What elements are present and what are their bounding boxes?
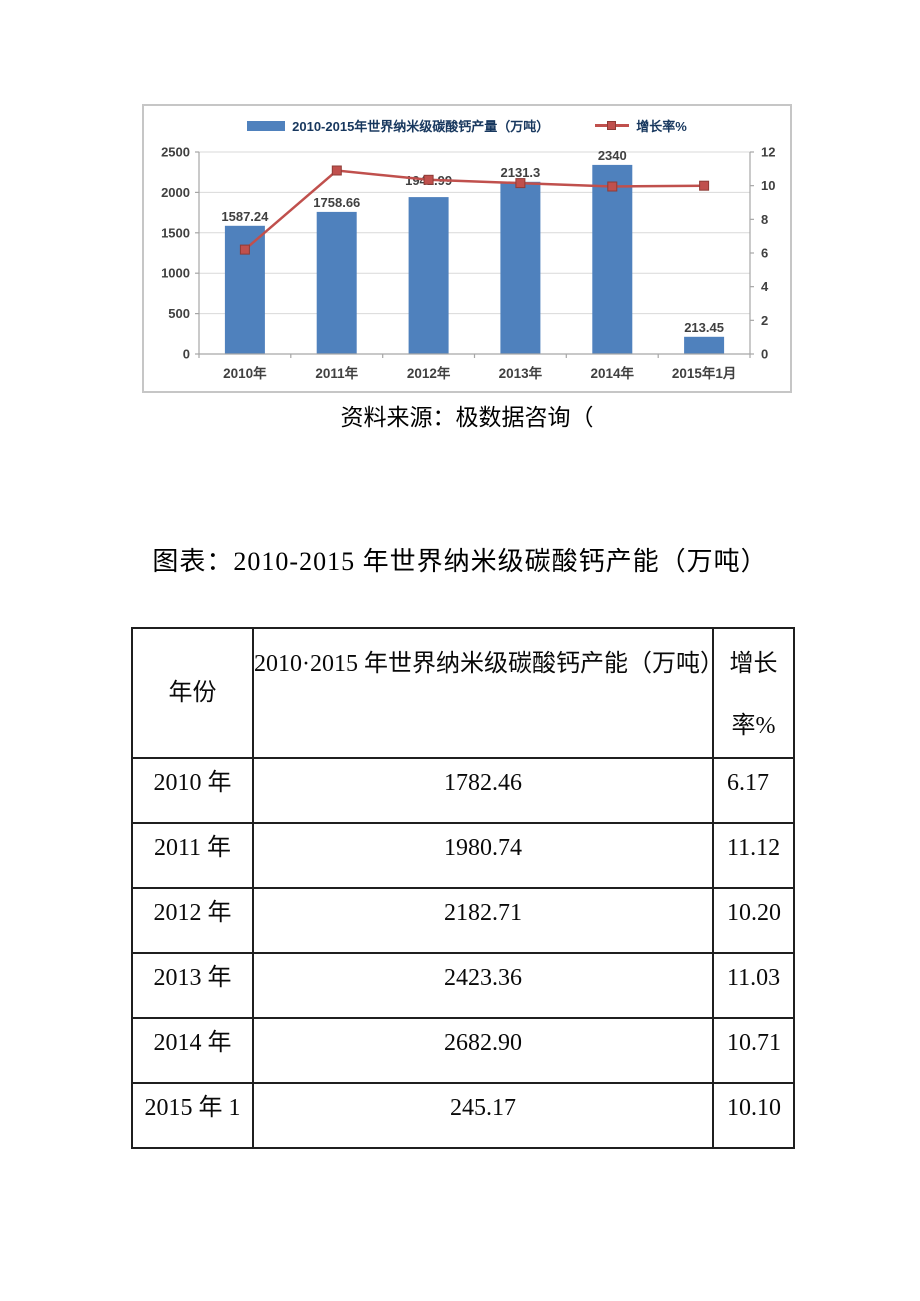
table-cell: 10.10 <box>712 1082 795 1149</box>
table-row: 2011 年 1980.74 11.12 <box>131 822 795 889</box>
table-cell: 10.20 <box>712 887 795 954</box>
svg-text:2011年: 2011年 <box>315 365 358 381</box>
svg-text:2013年: 2013年 <box>499 365 543 381</box>
legend-item-production: 2010-2015年世界纳米级碳酸钙产量（万吨） <box>247 116 549 135</box>
svg-text:2010年: 2010年 <box>223 365 267 381</box>
table-row: 2014 年 2682.90 10.71 <box>131 1017 795 1084</box>
table-cell: 2182.71 <box>252 887 714 954</box>
table-cell: 2013 年 <box>131 952 254 1019</box>
svg-text:8: 8 <box>761 212 768 227</box>
line-series <box>239 165 710 255</box>
svg-text:1500: 1500 <box>161 225 190 240</box>
line-series-swatch-icon <box>595 121 630 130</box>
svg-text:1000: 1000 <box>161 266 190 281</box>
svg-text:1587.24: 1587.24 <box>221 209 269 224</box>
svg-text:2340: 2340 <box>598 148 627 163</box>
legend-label-growth: 增长率% <box>636 119 687 134</box>
table-header-row: 年份 2010·2015 年世界纳米级碳酸钙产能（万吨） 增长率% <box>131 627 795 759</box>
legend-label-production: 2010-2015年世界纳米级碳酸钙产量（万吨） <box>292 119 550 134</box>
svg-text:2500: 2500 <box>161 145 190 160</box>
bar-series <box>224 164 725 354</box>
table-cell: 2011 年 <box>131 822 254 889</box>
header-year: 年份 <box>131 627 254 759</box>
table-cell: 2012 年 <box>131 887 254 954</box>
table-row: 2013 年 2423.36 11.03 <box>131 952 795 1019</box>
svg-text:4: 4 <box>761 279 769 294</box>
svg-text:0: 0 <box>761 347 768 362</box>
table-row: 2012 年 2182.71 10.20 <box>131 887 795 954</box>
svg-text:500: 500 <box>168 306 190 321</box>
svg-text:2012年: 2012年 <box>407 365 451 381</box>
chart-legend: 2010-2015年世界纳米级碳酸钙产量（万吨） 增长率% <box>144 116 790 135</box>
table-cell: 11.12 <box>712 822 795 889</box>
table-cell: 2423.36 <box>252 952 714 1019</box>
svg-text:2131.3: 2131.3 <box>501 165 541 180</box>
source-line: 资料来源：极数据咨询（ <box>340 405 594 430</box>
table-row: 2010 年 1782.46 6.17 <box>131 757 795 824</box>
svg-text:2014年: 2014年 <box>591 365 635 381</box>
svg-text:213.45: 213.45 <box>684 320 724 335</box>
header-growth: 增长率% <box>712 627 795 759</box>
gridlines <box>199 151 750 315</box>
bar-series-swatch-icon <box>247 120 286 131</box>
svg-text:2: 2 <box>761 313 768 328</box>
legend-item-growth: 增长率% <box>595 116 687 135</box>
table-row: 2015 年 1 245.17 10.10 <box>131 1082 795 1149</box>
svg-text:10: 10 <box>761 178 775 193</box>
production-chart: 1587.241758.661941.992131.32340213.45050… <box>142 104 792 393</box>
table-cell: 1782.46 <box>252 757 714 824</box>
svg-text:2000: 2000 <box>161 185 190 200</box>
table-cell: 2682.90 <box>252 1017 714 1084</box>
x-axis-labels: 2010年 2011年 2012年 2013年 2014年 2015年1月 <box>223 365 736 381</box>
table-cell: 6.17 <box>712 757 795 824</box>
table-cell: 2015 年 1 <box>131 1082 254 1149</box>
table-cell: 2010 年 <box>131 757 254 824</box>
table-cell: 11.03 <box>712 952 795 1019</box>
svg-text:1758.66: 1758.66 <box>313 195 360 210</box>
axes <box>195 151 754 358</box>
svg-text:0: 0 <box>183 347 190 362</box>
table-cell: 2014 年 <box>131 1017 254 1084</box>
right-axis-labels: 0 2 4 6 8 10 12 <box>761 145 775 362</box>
left-axis-labels: 0 500 1000 1500 2000 2500 <box>161 145 190 362</box>
svg-text:12: 12 <box>761 145 775 160</box>
header-capacity: 2010·2015 年世界纳米级碳酸钙产能（万吨） <box>252 627 724 759</box>
capacity-table: 年份 2010·2015 年世界纳米级碳酸钙产能（万吨） 增长率% 2010 年… <box>131 627 795 1149</box>
page-title: 图表：2010-2015 年世界纳米级碳酸钙产能（万吨） <box>152 547 768 576</box>
svg-text:2015年1月: 2015年1月 <box>672 365 737 381</box>
table-cell: 10.71 <box>712 1017 795 1084</box>
table-cell: 1980.74 <box>252 822 714 889</box>
svg-text:6: 6 <box>761 246 768 261</box>
chart-plot-area: 1587.241758.661941.992131.32340213.45050… <box>161 145 775 382</box>
table-cell: 245.17 <box>252 1082 714 1149</box>
